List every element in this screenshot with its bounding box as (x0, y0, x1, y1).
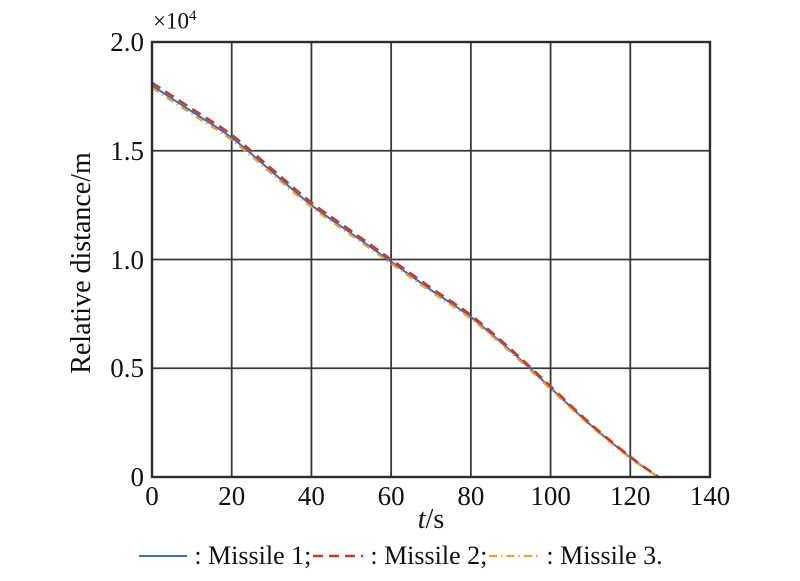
y-tick-label-1.0: 1.0 (110, 244, 144, 275)
x-tick-label-120: 120 (610, 481, 651, 511)
y-tick-label-0: 0 (130, 462, 145, 492)
y-tick-label-2.0: 2.0 (110, 27, 144, 57)
y-axis-exponent-base: ×10 (153, 8, 189, 34)
legend-line-sample-missile-2 (313, 554, 364, 558)
series-line-missile-2 (151, 81, 659, 478)
x-tick-label-140: 140 (689, 481, 731, 511)
x-axis-label: t/s (152, 504, 710, 536)
y-axis-exponent-power: 4 (188, 8, 197, 24)
x-tick-label-0: 0 (145, 481, 159, 511)
x-tick-label-20: 20 (218, 481, 246, 511)
x-tick-label-80: 80 (457, 481, 485, 511)
legend-item-missile-3: : Missile 3. (487, 541, 663, 571)
legend-item-missile-1: : Missile 1; (137, 541, 311, 571)
legend-item-missile-2: : Missile 2; (311, 541, 487, 571)
chart-legend: : Missile 1; : Missile 2; : Missile 3. (0, 541, 800, 571)
legend-label-missile-3: : Missile 3. (546, 541, 663, 570)
x-axis-label-variable: t (417, 504, 426, 535)
series-line-missile-3 (151, 86, 659, 478)
y-axis-exponent: ×104 (153, 8, 196, 35)
legend-label-missile-2: : Missile 2; (370, 541, 488, 570)
y-tick-label-1.5: 1.5 (110, 135, 144, 166)
legend-line-sample-missile-1 (139, 555, 188, 557)
plot-border (150, 40, 712, 479)
legend-line-sample-missile-3 (489, 554, 540, 558)
y-tick-label-0.5: 0.5 (110, 353, 144, 384)
x-axis-label-unit: /s (425, 504, 445, 535)
x-tick-label-100: 100 (530, 481, 571, 511)
x-tick-label-40: 40 (297, 481, 325, 511)
legend-label-missile-1: : Missile 1; (194, 541, 312, 570)
x-tick-label-60: 60 (377, 481, 405, 511)
